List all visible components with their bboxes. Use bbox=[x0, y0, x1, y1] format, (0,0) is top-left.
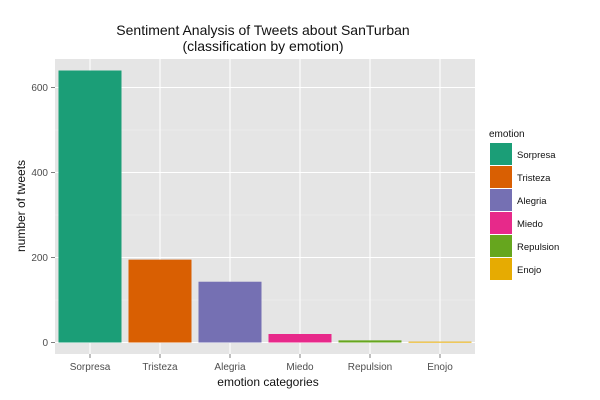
legend-key-miedo bbox=[490, 212, 512, 234]
x-tick-label: Enojo bbox=[427, 362, 453, 373]
y-tick-label: 200 bbox=[31, 253, 48, 264]
legend-label-alegria: Alegria bbox=[517, 196, 547, 207]
legend-label-tristeza: Tristeza bbox=[517, 173, 551, 184]
bar-sorpresa bbox=[58, 70, 122, 343]
legend-title: emotion bbox=[489, 129, 525, 140]
bar-alegria bbox=[198, 281, 262, 343]
bar-tristeza bbox=[128, 259, 192, 343]
y-tick-label: 400 bbox=[31, 168, 48, 179]
chart-subtitle: (classification by emotion) bbox=[182, 38, 343, 54]
x-tick-label: Alegria bbox=[214, 362, 246, 373]
y-tick-label: 0 bbox=[42, 338, 48, 349]
y-tick-label: 600 bbox=[31, 83, 48, 94]
x-axis: Sorpresa Tristeza Alegria Miedo Repulsion Eno… bbox=[70, 354, 453, 373]
x-tick-label: Miedo bbox=[286, 362, 314, 373]
legend-key-enojo bbox=[490, 258, 512, 280]
bar-repulsion bbox=[338, 340, 402, 343]
legend-label-repulsion: Repulsion bbox=[517, 242, 559, 253]
legend-key-repulsion bbox=[490, 235, 512, 257]
x-axis-title: emotion categories bbox=[217, 375, 318, 389]
x-tick-label: Repulsion bbox=[348, 362, 392, 373]
legend-label-sorpresa: Sorpresa bbox=[517, 150, 556, 161]
legend-key-tristeza bbox=[490, 166, 512, 188]
legend-key-sorpresa bbox=[490, 143, 512, 165]
legend: emotion Sorpresa Tristeza Alegria Miedo Repu… bbox=[489, 129, 559, 280]
x-tick-label: Tristeza bbox=[142, 362, 178, 373]
legend-key-alegria bbox=[490, 189, 512, 211]
y-axis-title: number of tweets bbox=[14, 160, 28, 252]
plot-panel bbox=[55, 59, 475, 354]
legend-label-enojo: Enojo bbox=[517, 265, 541, 276]
bar-enojo bbox=[408, 341, 472, 343]
bars bbox=[58, 70, 472, 343]
x-tick-label: Sorpresa bbox=[70, 362, 111, 373]
legend-label-miedo: Miedo bbox=[517, 219, 543, 230]
bar-miedo bbox=[268, 334, 332, 343]
chart-title: Sentiment Analysis of Tweets about SanTu… bbox=[116, 22, 409, 38]
y-axis: 0 200 400 600 bbox=[31, 83, 55, 349]
